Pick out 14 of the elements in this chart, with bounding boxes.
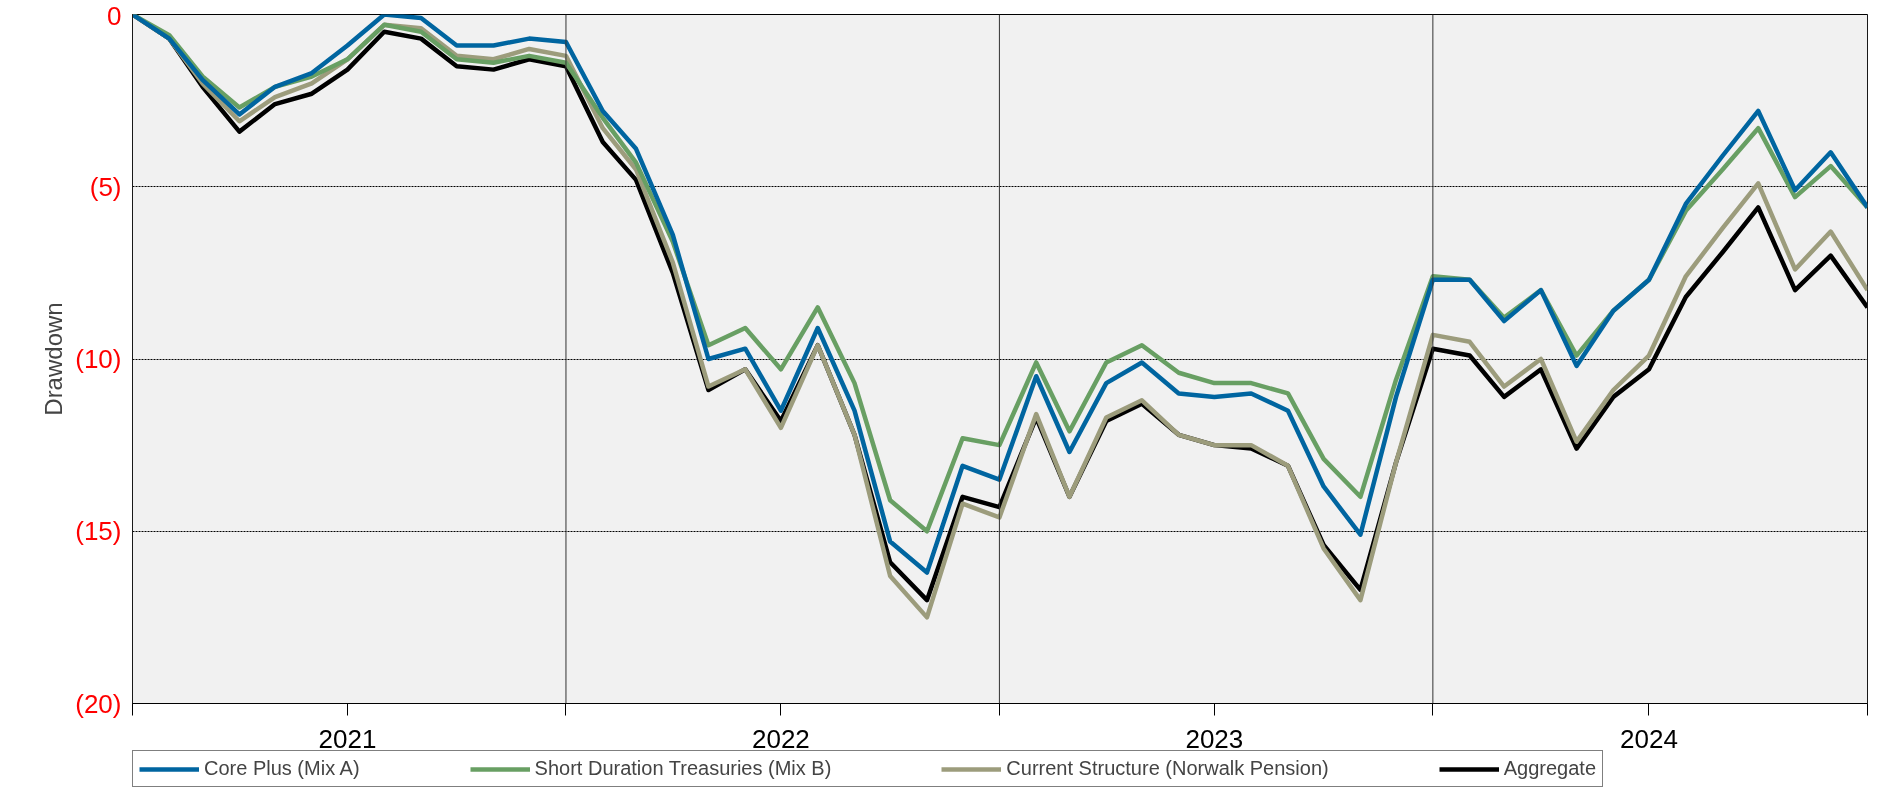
- x-tick-label: 2022: [751, 723, 810, 754]
- y-tick-label: (10): [75, 344, 122, 374]
- legend-label: Aggregate: [1503, 757, 1596, 780]
- x-tick-label: 2024: [1620, 723, 1678, 754]
- y-tick-label: (20): [75, 688, 122, 719]
- x-tick-label: 2023: [1185, 723, 1244, 754]
- y-axis-title: Drawdown: [40, 302, 68, 416]
- x-tick-label: 2021: [318, 723, 377, 754]
- legend-label: Current Structure (Norwalk Pension): [1006, 757, 1329, 780]
- y-tick-label: 0: [107, 0, 122, 31]
- y-tick-label: (5): [89, 171, 122, 202]
- y-tick-label: (15): [75, 516, 122, 547]
- legend-label: Short Duration Treasuries (Mix B): [534, 757, 832, 780]
- legend-label: Core Plus (Mix A): [204, 757, 360, 780]
